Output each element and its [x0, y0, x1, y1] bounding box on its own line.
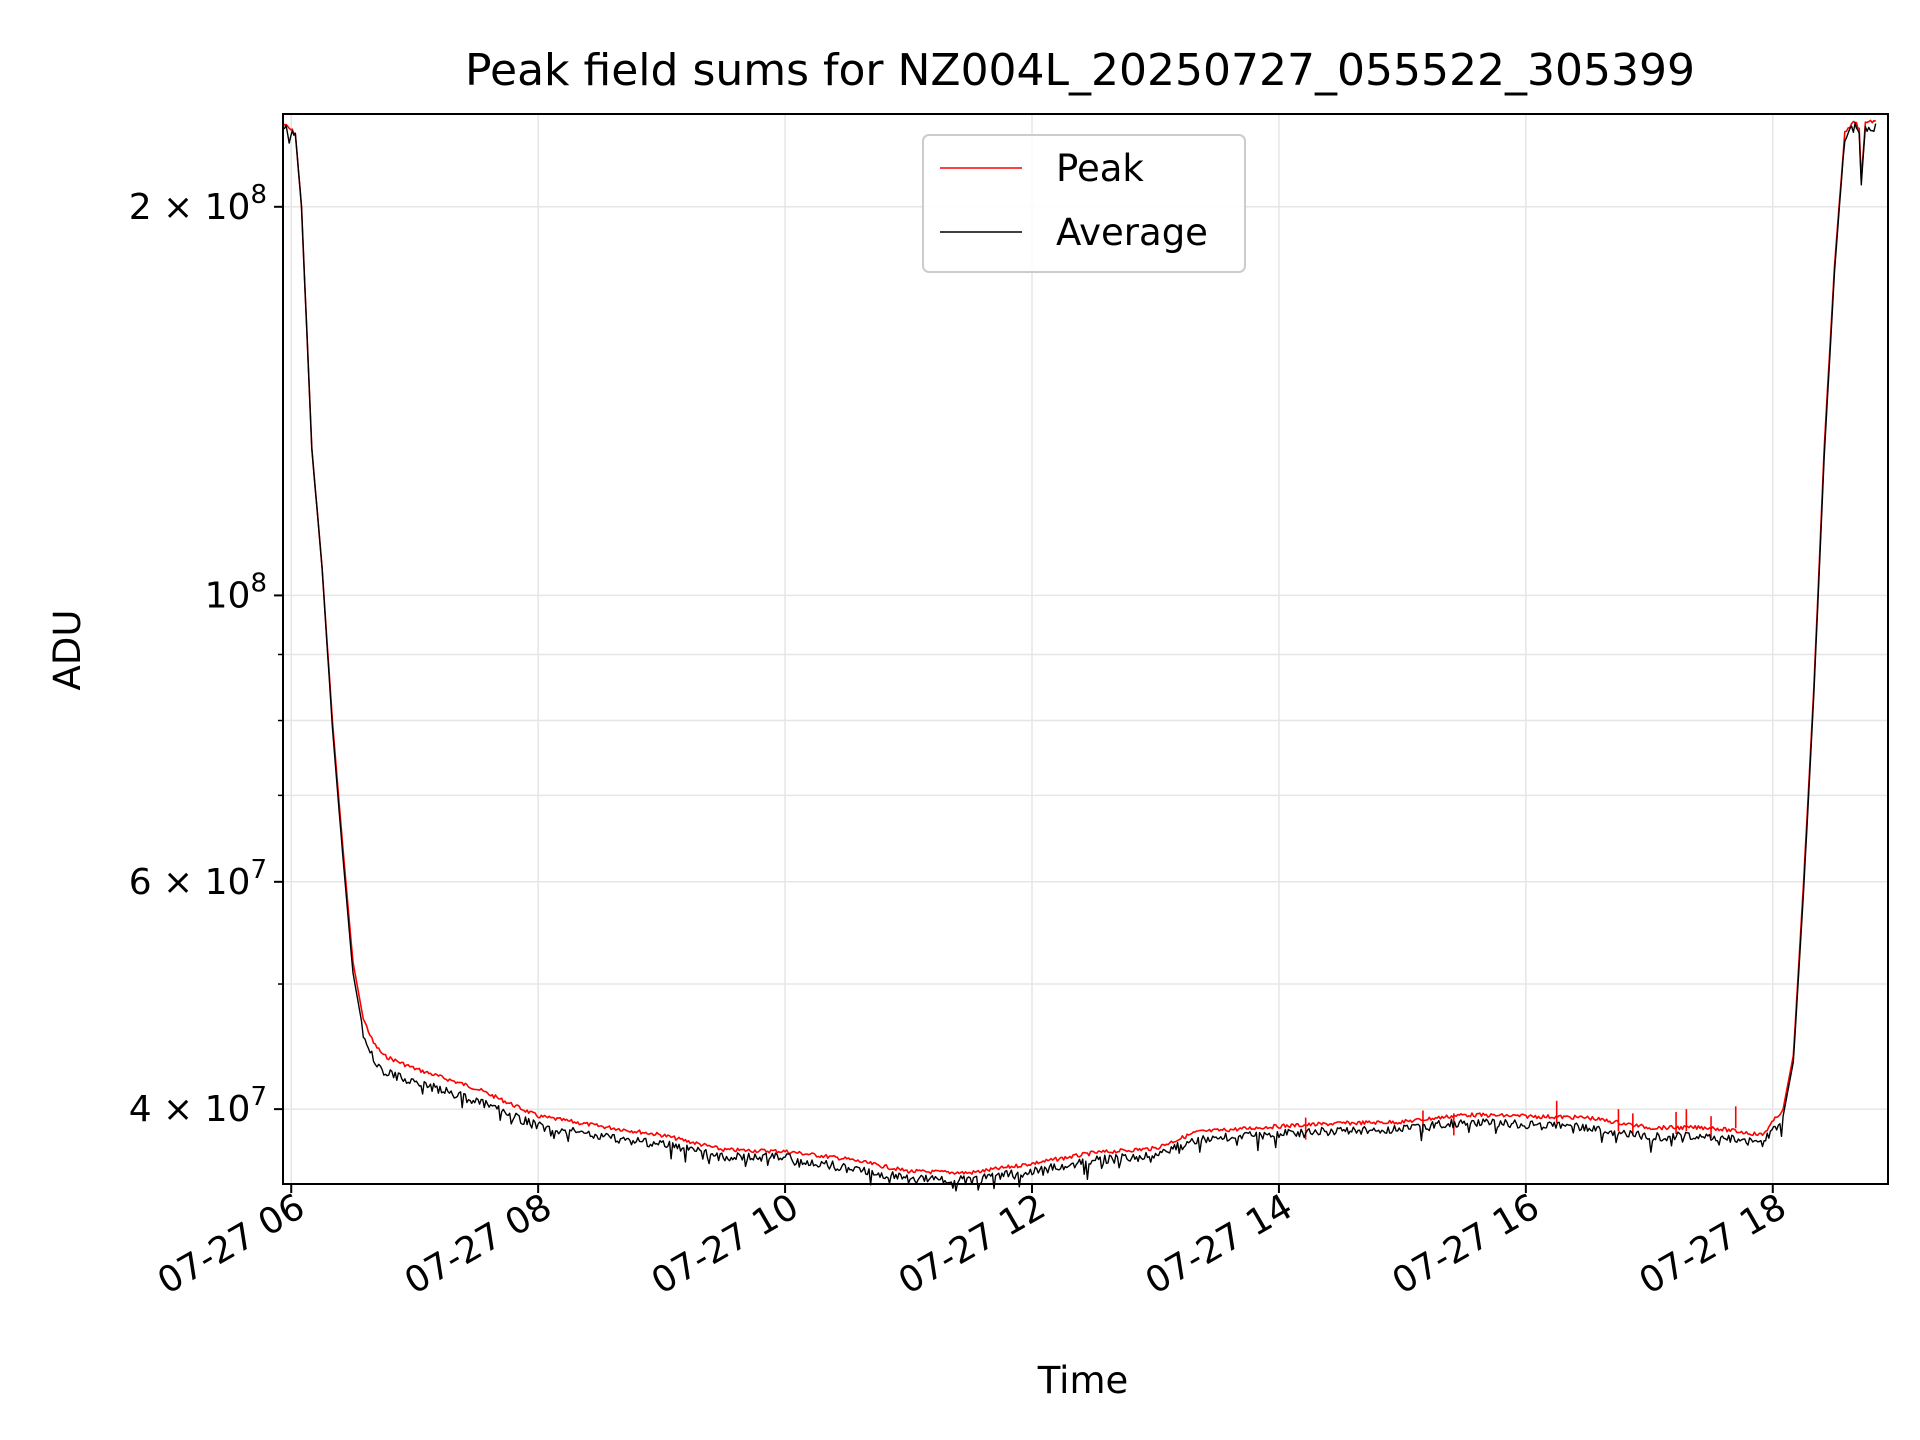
y-tick-label: 6 × 107: [129, 855, 267, 903]
series-lines: [282, 119, 1877, 1192]
series-line-average: [282, 122, 1877, 1192]
series-line-peak: [282, 119, 1876, 1175]
y-tick-label: 2 × 108: [129, 180, 267, 228]
legend-label-average: Average: [1056, 211, 1208, 254]
plot-frame: [282, 113, 1889, 1185]
plot-area: [283, 114, 1888, 1184]
y-axis-label: ADU: [46, 610, 89, 691]
legend: Peak Average: [922, 134, 1246, 273]
x-axis-label: Time: [1037, 1359, 1129, 1402]
y-axis: 4 × 107 6 × 107 108 2 × 108: [129, 180, 283, 1130]
y-tick-label: 108: [205, 568, 267, 616]
legend-box: [922, 134, 1246, 273]
chart-title: Peak field sums for NZ004L_20250727_0555…: [465, 45, 1695, 96]
legend-label-peak: Peak: [1056, 147, 1144, 190]
y-tick-label: 4 × 107: [129, 1082, 267, 1130]
